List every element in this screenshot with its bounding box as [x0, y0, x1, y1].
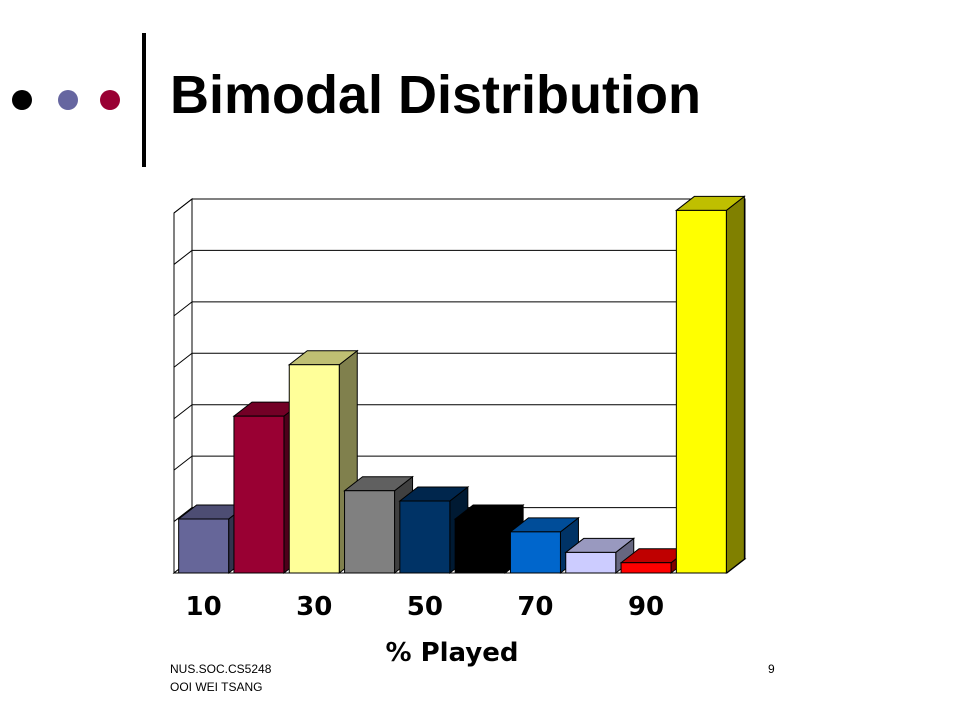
bar-side: [725, 195, 745, 575]
bar-front: [344, 490, 396, 574]
footer-course: NUS.SOC.CS5248: [170, 662, 272, 676]
x-axis-label: % Played: [385, 638, 518, 668]
bar-100: [674, 195, 746, 575]
footer-author: OOI WEI TSANG: [170, 680, 263, 694]
bar-front: [178, 518, 230, 574]
bullet-dot-3: [100, 90, 120, 110]
slide-title: Bimodal Distribution: [170, 65, 701, 125]
page-number: 9: [768, 662, 775, 676]
chart-x-ticks: 10 30 50 70 90: [186, 592, 665, 622]
x-tick-label: 70: [517, 592, 553, 622]
bar-front: [620, 562, 672, 574]
bar-front: [565, 551, 617, 574]
x-tick-label: 30: [296, 592, 332, 622]
bar-front: [233, 415, 285, 574]
gridline-diag: [173, 352, 193, 368]
chart-bars: [177, 195, 746, 575]
x-tick-label: 10: [186, 592, 222, 622]
gridline-diag: [173, 404, 193, 420]
x-tick-label: 50: [407, 592, 443, 622]
x-tick-label: 90: [628, 592, 664, 622]
bar-front: [454, 518, 506, 574]
bullet-dot-1: [12, 90, 32, 110]
bar-80: [564, 537, 636, 575]
gridline-diag: [173, 198, 193, 214]
bullet-dot-2: [58, 90, 78, 110]
gridline-diag: [173, 301, 193, 317]
gridline-diag: [173, 250, 193, 265]
title-divider: [142, 33, 146, 167]
bar-front: [509, 531, 561, 574]
gridline-diag: [173, 455, 193, 471]
gridline-diag: [173, 507, 193, 522]
bar-30: [287, 349, 359, 575]
bar-front: [399, 500, 451, 574]
bar-front: [288, 364, 340, 574]
bar-front: [675, 209, 727, 574]
